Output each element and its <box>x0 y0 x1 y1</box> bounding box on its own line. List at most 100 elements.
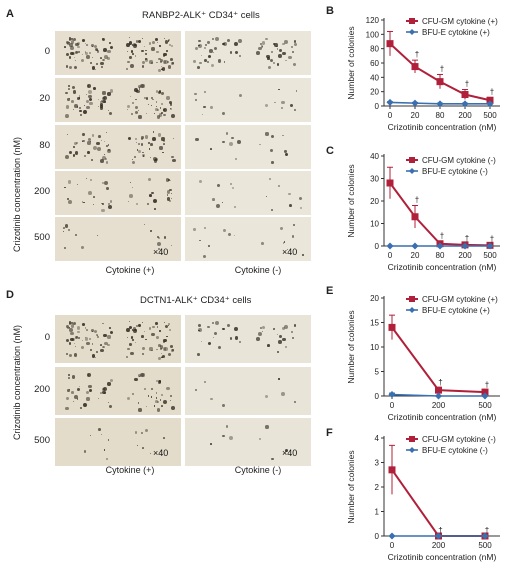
colony-speck <box>282 337 286 342</box>
colony-speck <box>260 42 262 45</box>
colony-speck <box>198 43 202 48</box>
colony-speck <box>83 154 87 158</box>
colony-speck <box>284 150 287 153</box>
colony-speck <box>229 141 234 146</box>
colony-speck <box>198 45 200 47</box>
legend-entry: CFU-GM cytokine (-) <box>422 156 496 165</box>
colony-speck <box>161 92 164 95</box>
colony-speck <box>156 61 158 64</box>
colony-speck <box>265 425 269 429</box>
colony-speck <box>148 177 152 181</box>
colony-speck <box>171 61 175 65</box>
colony-speck <box>69 43 73 47</box>
colony-speck <box>71 391 74 394</box>
colony-speck <box>205 44 208 47</box>
colony-speck <box>258 331 263 336</box>
colony-speck <box>151 97 154 100</box>
colony-speck <box>162 151 165 154</box>
colony-speck <box>105 157 108 160</box>
colony-speck <box>103 333 107 338</box>
panel-label: C <box>326 145 334 157</box>
colony-speck <box>155 322 158 325</box>
colony-speck <box>150 142 153 146</box>
colony-speck <box>284 153 289 157</box>
colony-speck <box>106 458 109 461</box>
x-axis-label: Crizotinib concentration (nM) <box>388 552 497 562</box>
colony-speck <box>132 101 135 104</box>
micrograph-tile <box>248 367 311 415</box>
colony-speck <box>156 115 161 119</box>
colony-speck <box>68 229 70 231</box>
colony-speck <box>100 208 105 213</box>
colony-speck <box>107 382 111 386</box>
colony-speck <box>169 107 172 110</box>
colony-speck <box>94 44 98 48</box>
colony-speck <box>68 200 73 205</box>
colony-speck <box>134 137 138 141</box>
colony-speck <box>157 90 162 95</box>
colony-speck <box>280 100 285 105</box>
colony-speck <box>69 326 71 328</box>
colony-speck <box>78 106 81 109</box>
colony-speck <box>86 328 88 331</box>
colony-speck <box>267 66 271 70</box>
colony-speck <box>149 347 153 351</box>
colony-speck <box>91 159 94 162</box>
x-tick-label: 0 <box>388 251 393 260</box>
colony-speck <box>260 327 262 330</box>
colony-speck <box>82 323 86 327</box>
colony-speck <box>157 247 160 251</box>
colony-speck <box>213 51 215 53</box>
colony-speck <box>149 194 152 197</box>
chart-c: C 0 10 20 30 40 0 20 80 200 500 Crizotinib concentr… <box>326 145 500 272</box>
colony-speck <box>203 105 206 109</box>
colony-speck <box>68 321 72 324</box>
y-tick-label: 40 <box>370 73 379 82</box>
colony-speck <box>68 56 72 59</box>
colony-speck <box>160 65 162 67</box>
colony-speck <box>193 60 196 63</box>
colony-speck <box>202 254 207 258</box>
colony-speck <box>65 325 70 329</box>
y-tick-label: 0 <box>375 392 380 401</box>
colony-speck <box>107 57 110 60</box>
colony-speck <box>201 54 203 56</box>
colony-speck <box>197 65 200 69</box>
colony-speck <box>91 328 95 332</box>
micrograph-tile <box>185 78 248 122</box>
micrograph-tile <box>118 418 181 466</box>
colony-speck <box>144 52 147 55</box>
colony-speck <box>280 391 285 396</box>
colony-speck <box>126 356 128 358</box>
colony-speck <box>211 322 214 325</box>
colony-speck <box>126 50 128 53</box>
colony-speck <box>134 377 139 382</box>
y-tick-label: 20 <box>370 197 379 206</box>
y-tick-label: 120 <box>366 16 380 25</box>
colony-speck <box>138 39 141 43</box>
colony-speck <box>172 138 175 140</box>
colony-speck <box>69 150 73 154</box>
colony-speck <box>164 322 166 324</box>
colony-speck <box>169 103 173 106</box>
y-tick-label: 80 <box>370 45 379 54</box>
colony-speck <box>101 59 104 62</box>
colony-speck <box>101 346 104 348</box>
colony-speck <box>75 141 79 145</box>
colony-speck <box>215 37 219 42</box>
colony-speck <box>68 37 72 40</box>
colony-speck <box>227 323 231 327</box>
colony-speck <box>142 155 145 157</box>
colony-speck <box>70 324 75 329</box>
colony-speck <box>167 40 169 42</box>
colony-speck <box>207 55 211 59</box>
colony-speck <box>159 399 162 402</box>
colony-speck <box>163 347 168 352</box>
x-tick-label: 500 <box>483 251 497 260</box>
colony-speck <box>91 343 93 345</box>
colony-speck <box>157 380 162 385</box>
data-point-diamond <box>481 532 489 540</box>
panel-a-col-cytokine-plus: Cytokine (+) <box>105 265 155 275</box>
colony-speck <box>96 334 99 337</box>
